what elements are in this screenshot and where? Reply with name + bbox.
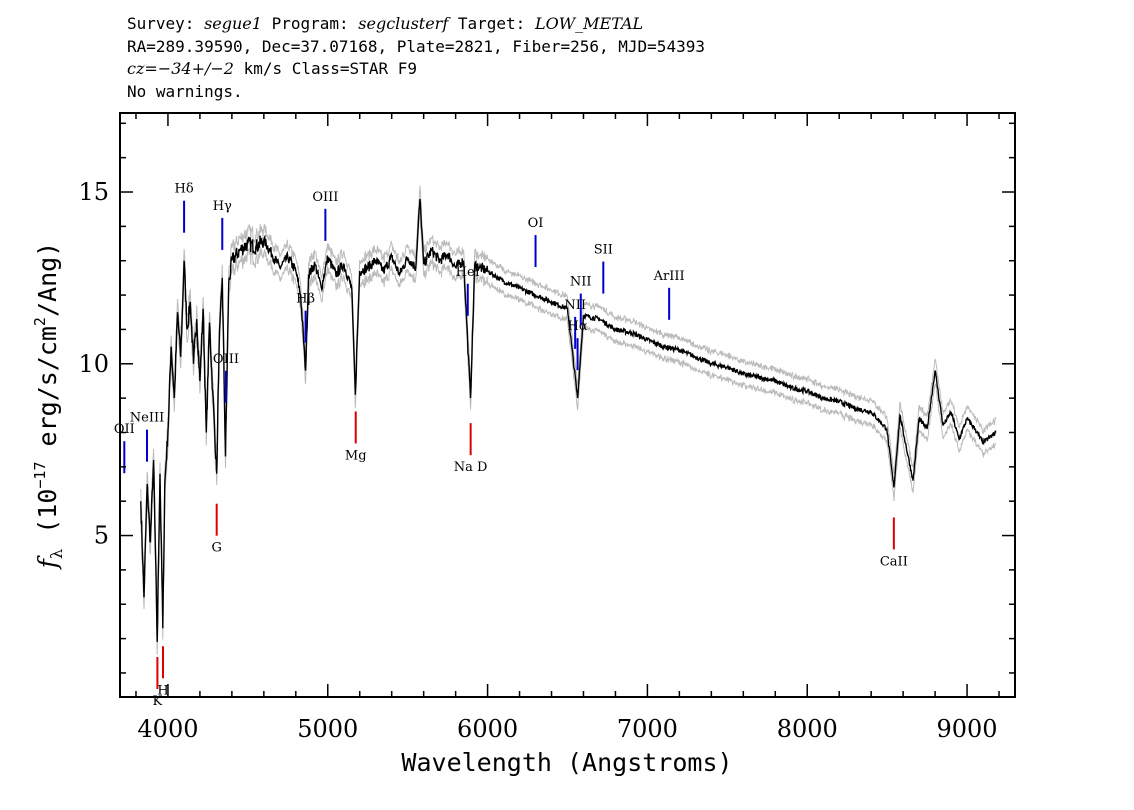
absorption-line-label: Na D — [454, 460, 488, 475]
plot-frame — [119, 112, 1016, 698]
line-markers: OIINeIIIHδHγOIIIHβOIIIHeIOINIIHαNIISIIAr… — [114, 182, 908, 709]
x-tick-label: 8000 — [777, 715, 838, 743]
x-tick-label: 4000 — [137, 715, 198, 743]
error-band-lower — [140, 211, 997, 655]
target-value: LOW_METAL — [534, 14, 644, 33]
x-tick-label: 7000 — [617, 715, 678, 743]
cz-units-class: km/s Class=STAR F9 — [233, 59, 417, 78]
emission-line-label: OI — [528, 216, 544, 231]
flux-line — [140, 198, 997, 643]
y-axis-title-f: f — [33, 555, 62, 570]
emission-line-label: Hγ — [213, 199, 232, 214]
header-line-warnings: No warnings. — [127, 81, 243, 101]
x-tick-label: 6000 — [457, 715, 518, 743]
program-label: Program: — [261, 14, 359, 33]
tick-labels: 4000 5000 6000 7000 8000 9000 5 10 15 — [78, 178, 997, 743]
emission-line-label: NeIII — [130, 411, 164, 426]
emission-line-label: NII — [570, 275, 592, 290]
survey-value: segue1 — [204, 14, 262, 33]
y-axis-title-squared: 2 — [31, 317, 49, 326]
error-band — [140, 185, 997, 655]
absorption-line-label: K — [153, 694, 163, 709]
axis-ticks — [120, 113, 1015, 697]
absorption-line-label: H — [157, 683, 168, 698]
survey-label: Survey: — [127, 14, 205, 33]
emission-line-label: ArIII — [653, 269, 685, 284]
y-axis-title-tail: /Ang) — [33, 242, 62, 317]
emission-line-label: HeI — [456, 265, 480, 280]
header-line-survey: Survey: segue1 Program: segclusterf Targ… — [127, 13, 705, 36]
x-tick-label: 9000 — [937, 715, 998, 743]
emission-line-label: Hβ — [296, 292, 315, 307]
y-axis-title-units: erg/s/cm — [33, 326, 62, 461]
y-axis-title-lambda: λ — [47, 549, 66, 559]
header-line-coordinates: RA=289.39590, Dec=37.07168, Plate=2821, … — [127, 36, 705, 56]
cz-value: =−34+/−2 — [144, 59, 234, 78]
emission-line-label: Hδ — [175, 182, 194, 197]
y-tick-label: 5 — [94, 522, 109, 550]
emission-line-label: SII — [594, 243, 613, 258]
absorption-line-label: Mg — [345, 448, 367, 463]
flux-series — [140, 198, 997, 643]
header-line-redshift: cz=−34+/−2 km/s Class=STAR F9 — [127, 58, 705, 81]
error-band-upper — [140, 185, 997, 629]
spectrum-header: Survey: segue1 Program: segclusterf Targ… — [127, 13, 705, 103]
y-tick-label: 15 — [78, 178, 109, 206]
cz-label: cz — [127, 59, 145, 78]
x-tick-label: 5000 — [297, 715, 358, 743]
program-value: segclusterf — [358, 14, 449, 33]
target-label: Target: — [448, 14, 535, 33]
x-axis-title: Wavelength (Angstroms) — [401, 748, 732, 777]
y-tick-label: 10 — [78, 350, 109, 378]
emission-line-label: NII — [564, 298, 586, 313]
y-axis-title-scale: (10 — [33, 489, 62, 549]
emission-line-label: OIII — [213, 352, 239, 367]
emission-line-label: Hα — [568, 319, 588, 334]
absorption-line-label: CaII — [880, 554, 908, 569]
absorption-line-label: G — [211, 541, 221, 556]
emission-line-label: OIII — [312, 190, 338, 205]
y-axis-title-exponent: −17 — [31, 462, 49, 489]
y-axis-title: fλ (10−17 erg/s/cm2/Ang) — [31, 242, 66, 570]
